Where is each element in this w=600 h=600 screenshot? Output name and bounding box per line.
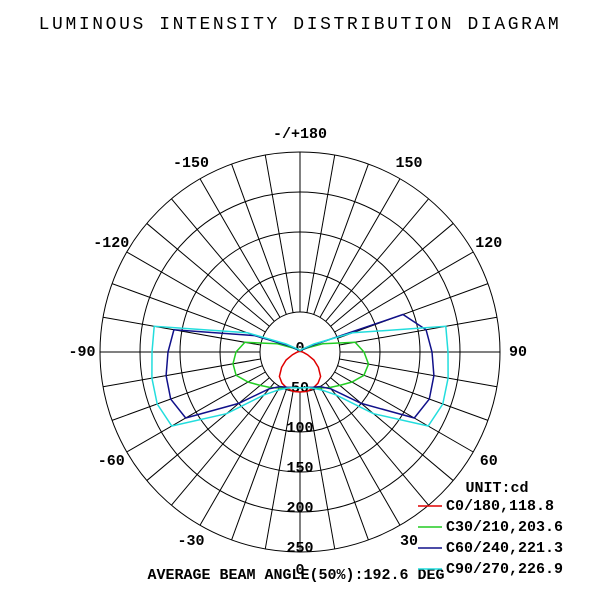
angle-tick-label: -60 (98, 453, 125, 470)
spoke (171, 198, 275, 322)
spoke (337, 283, 489, 339)
spoke (325, 382, 429, 506)
spoke (330, 223, 454, 327)
spoke (339, 358, 498, 388)
spoke (126, 251, 266, 333)
spoke (146, 377, 270, 481)
spoke (126, 371, 266, 453)
spoke (337, 365, 489, 421)
spoke (146, 223, 270, 327)
spoke (313, 389, 369, 541)
series-line (151, 325, 449, 427)
legend-label: C0/180,118.8 (446, 498, 554, 515)
spoke (334, 251, 474, 333)
chart-title: LUMINOUS INTENSITY DISTRIBUTION DIAGRAM (39, 15, 562, 35)
angle-tick-label: 90 (509, 344, 527, 361)
spoke (334, 371, 474, 453)
legend-label: C30/210,203.6 (446, 519, 563, 536)
angle-tick-label: 60 (480, 453, 498, 470)
angle-tick-label: -120 (93, 235, 129, 252)
angle-tick-label: -90 (68, 344, 95, 361)
spoke (199, 178, 281, 318)
spoke (102, 316, 261, 346)
spoke (306, 154, 336, 313)
spoke (231, 163, 287, 315)
spoke (319, 386, 401, 526)
spoke (111, 283, 263, 339)
series-line (278, 350, 322, 393)
spoke (102, 358, 261, 388)
unit-label: UNIT:cd (465, 480, 528, 497)
spoke (339, 316, 498, 346)
spoke (264, 391, 294, 550)
spoke (325, 198, 429, 322)
angle-tick-label: -30 (177, 533, 204, 550)
spoke (319, 178, 401, 318)
spoke (111, 365, 263, 421)
r-tick-label: 0 (295, 340, 304, 357)
angle-tick-label: -/+180 (273, 126, 327, 143)
spoke (264, 154, 294, 313)
spoke (231, 389, 287, 541)
spoke (306, 391, 336, 550)
spoke (171, 382, 275, 506)
angle-tick-label: 150 (395, 155, 422, 172)
angle-tick-label: 120 (475, 235, 502, 252)
footer: AVERAGE BEAM ANGLE(50%):192.6 DEG (147, 567, 444, 584)
spoke (199, 386, 281, 526)
angle-tick-label: 30 (400, 533, 418, 550)
spoke (330, 377, 454, 481)
angle-tick-label: 0 (295, 562, 304, 579)
legend-label: C60/240,221.3 (446, 540, 563, 557)
angle-tick-label: -150 (173, 155, 209, 172)
spoke (313, 163, 369, 315)
legend-label: C90/270,226.9 (446, 561, 563, 578)
